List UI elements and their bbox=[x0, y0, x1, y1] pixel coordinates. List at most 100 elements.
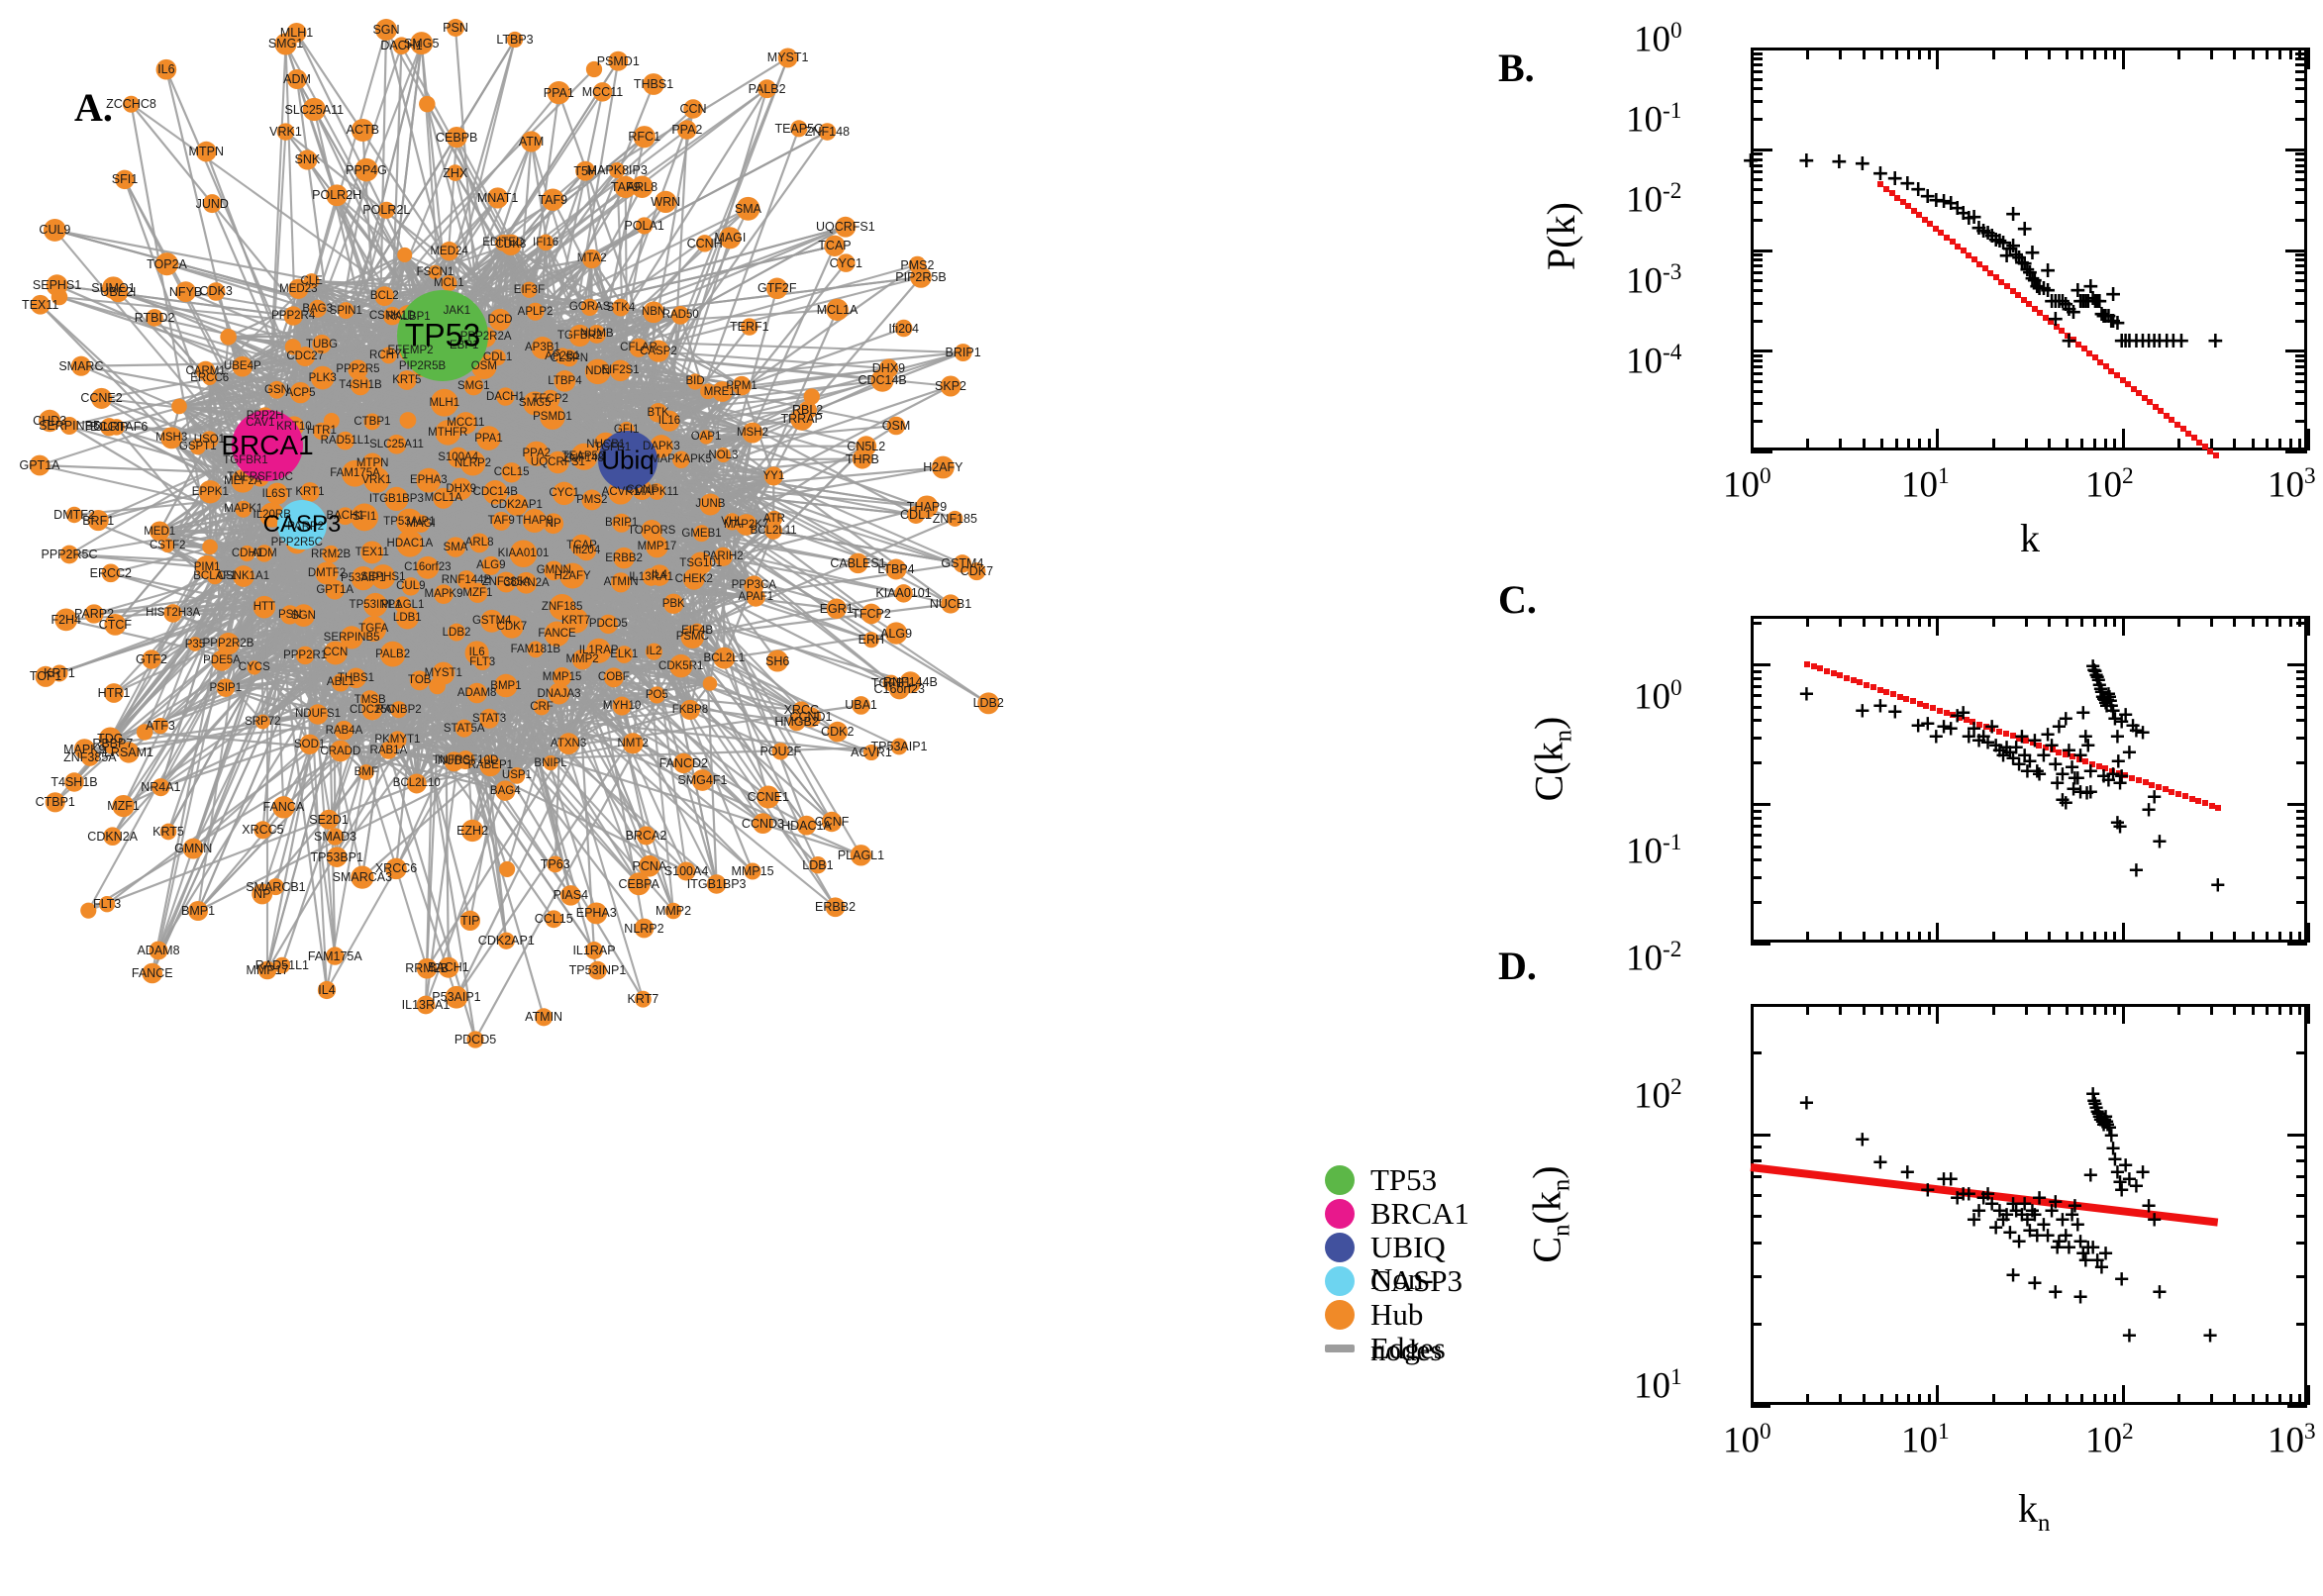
axis-tick bbox=[1751, 288, 1763, 292]
axis-tick bbox=[2288, 1394, 2292, 1405]
axis-tick bbox=[1839, 1004, 1843, 1015]
axis-tick bbox=[2266, 439, 2270, 450]
axis-tick bbox=[2295, 157, 2307, 161]
axis-tick bbox=[2277, 439, 2281, 450]
fit-line-segment bbox=[2095, 762, 2102, 769]
fit-line-segment bbox=[2069, 753, 2075, 760]
fit-line-segment bbox=[2102, 363, 2109, 370]
axis-tick bbox=[2295, 62, 2307, 66]
axis-tick bbox=[1991, 439, 1995, 450]
axis-tick bbox=[1751, 163, 1763, 167]
fit-line-segment bbox=[2185, 430, 2192, 437]
x-tick-label: 100 bbox=[1723, 463, 1771, 506]
axis-tick bbox=[1839, 48, 1843, 59]
axis-tick bbox=[1751, 1215, 1762, 1219]
axis-tick bbox=[2296, 1159, 2307, 1163]
axis-tick bbox=[2121, 1004, 2125, 1024]
fit-line-segment bbox=[2215, 805, 2222, 812]
axis-tick bbox=[2288, 932, 2292, 943]
fit-line-segment bbox=[2169, 788, 2175, 795]
axis-tick bbox=[1991, 1394, 1995, 1405]
axis-tick bbox=[2295, 56, 2307, 60]
axis-tick bbox=[1751, 402, 1763, 406]
fit-line-segment bbox=[1877, 181, 1884, 188]
axis-tick bbox=[2296, 816, 2307, 820]
fit-line-segment bbox=[2015, 292, 2022, 299]
axis-tick bbox=[1751, 157, 1763, 161]
axis-tick bbox=[2296, 736, 2307, 740]
axis-tick bbox=[1751, 319, 1763, 323]
y-tick-label: 10-2 bbox=[1626, 178, 1682, 221]
fit-line-segment bbox=[1889, 691, 1896, 698]
y-tick-label: 101 bbox=[1634, 1364, 1682, 1407]
axis-tick bbox=[2113, 48, 2117, 59]
axis-tick bbox=[1927, 439, 1931, 450]
fit-line-segment bbox=[2075, 755, 2082, 762]
fit-line-segment bbox=[1976, 721, 1983, 728]
axis-tick bbox=[1894, 1394, 1898, 1405]
axis-tick bbox=[1751, 118, 1763, 122]
axis-tick bbox=[2233, 616, 2237, 627]
fit-line-segment bbox=[1930, 705, 1937, 712]
fit-line-segment bbox=[2129, 774, 2136, 781]
axis-tick bbox=[1862, 439, 1866, 450]
axis-tick bbox=[1751, 834, 1762, 838]
legend-label: Edges bbox=[1370, 1331, 1446, 1365]
axis-tick bbox=[2298, 1394, 2302, 1405]
axis-tick bbox=[2296, 1323, 2307, 1327]
axis-tick bbox=[2103, 439, 2107, 450]
panel-b-degree-distribution: + + + + + + + + + + + + + + + + + + + + + + + + + + + + + + + + + + + + + + + +… bbox=[1475, 0, 2323, 560]
axis-tick bbox=[1751, 379, 1763, 383]
y-tick-label: 102 bbox=[1634, 1074, 1682, 1117]
legend-label: CASP3 bbox=[1370, 1263, 1464, 1298]
legend-node-icon bbox=[1325, 1233, 1355, 1262]
axis-tick bbox=[2080, 439, 2084, 450]
axis-tick bbox=[1751, 1275, 1762, 1279]
axis-tick bbox=[2233, 1394, 2237, 1405]
axis-tick bbox=[2295, 379, 2307, 383]
axis-tick bbox=[1751, 218, 1763, 222]
fit-line-segment bbox=[2207, 448, 2214, 454]
axis-tick bbox=[2024, 1004, 2028, 1015]
legend-item-brca1: BRCA1 bbox=[1325, 1196, 1475, 1231]
axis-tick bbox=[1751, 1405, 1770, 1408]
axis-tick bbox=[2210, 439, 2214, 450]
axis-tick bbox=[2285, 450, 2307, 453]
y-tick-label: 10-1 bbox=[1626, 830, 1682, 872]
axis-tick bbox=[2251, 1394, 2255, 1405]
axis-tick bbox=[1751, 69, 1763, 73]
axis-tick bbox=[1918, 616, 1922, 627]
axis-tick bbox=[1751, 858, 1762, 862]
axis-tick bbox=[2296, 705, 2307, 709]
panel-c-label: C. bbox=[1498, 577, 1537, 622]
axis-tick bbox=[1751, 1175, 1762, 1179]
axis-tick bbox=[1936, 1004, 1940, 1024]
fit-line-segment bbox=[1896, 693, 1903, 700]
axis-tick bbox=[2066, 1394, 2070, 1405]
axis-tick bbox=[1751, 1193, 1762, 1197]
axis-tick bbox=[1751, 188, 1763, 192]
axis-tick bbox=[2080, 1004, 2084, 1015]
axis-tick bbox=[1879, 1004, 1883, 1015]
axis-tick bbox=[2296, 875, 2307, 879]
axis-tick bbox=[2266, 932, 2270, 943]
fit-line-segment bbox=[2043, 745, 2050, 751]
legend-node-icon bbox=[1325, 1266, 1355, 1296]
fit-line-segment bbox=[1996, 728, 2003, 735]
x-tick-label: 102 bbox=[2085, 463, 2134, 506]
legend-item-casp3: CASP3 bbox=[1325, 1263, 1475, 1298]
fit-line-segment bbox=[1905, 203, 1912, 210]
fit-line-segment bbox=[2190, 435, 2197, 442]
axis-tick bbox=[2296, 1175, 2307, 1179]
axis-tick bbox=[1839, 616, 1843, 627]
axis-tick bbox=[1751, 719, 1762, 723]
x-tick-label: 102 bbox=[2085, 1419, 2134, 1461]
axis-tick bbox=[1918, 48, 1922, 59]
axis-tick bbox=[1918, 1004, 1922, 1015]
axis-tick bbox=[1862, 932, 1866, 943]
axis-tick bbox=[2024, 616, 2028, 627]
axis-tick bbox=[2285, 249, 2307, 252]
axis-tick bbox=[2307, 1004, 2310, 1024]
axis-tick bbox=[1927, 1004, 1931, 1015]
axis-tick bbox=[2103, 1394, 2107, 1405]
